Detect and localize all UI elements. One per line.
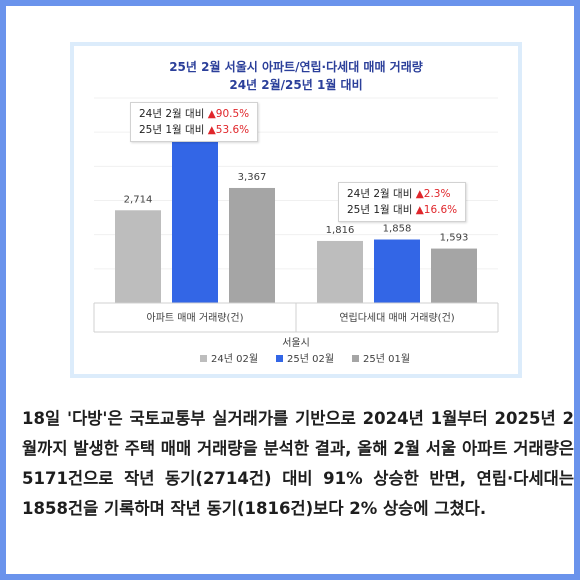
bar <box>374 239 420 303</box>
chart-title-line-2: 24년 2월/25년 1월 대비 <box>229 78 363 92</box>
annotation-change: ▲16.6% <box>415 204 458 216</box>
legend-swatch <box>276 355 283 362</box>
legend-swatch <box>200 355 207 362</box>
chart-area: 25년 2월 서울시 아파트/연립·다세대 매매 거래량 24년 2월/25년 … <box>74 46 518 374</box>
annotation-text: 24년 2월 대비 <box>347 188 416 200</box>
bar <box>229 187 275 303</box>
category-label: 연립다세대 매매 거래량(건) <box>339 311 454 324</box>
data-label: 1,858 <box>383 224 412 235</box>
annotation-line: 24년 2월 대비 ▲2.3% <box>347 186 457 202</box>
annotation-text: 25년 1월 대비 <box>139 124 208 136</box>
data-label: 1,816 <box>326 225 355 236</box>
legend-label: 25년 01월 <box>363 353 410 365</box>
chart-panel: 25년 2월 서울시 아파트/연립·다세대 매매 거래량 24년 2월/25년 … <box>70 42 522 378</box>
bar <box>172 126 218 304</box>
annotation-line: 25년 1월 대비 ▲16.6% <box>347 202 457 218</box>
bar <box>317 240 363 303</box>
annotation-line: 24년 2월 대비 ▲90.5% <box>139 106 249 122</box>
category-label: 아파트 매매 거래량(건) <box>147 312 244 324</box>
annotation-change: ▲2.3% <box>415 188 451 200</box>
chart-title-line-1: 25년 2월 서울시 아파트/연립·다세대 매매 거래량 <box>169 60 423 74</box>
data-label: 2,714 <box>124 194 153 205</box>
annotation-box-apartment: 24년 2월 대비 ▲90.5% 25년 1월 대비 ▲53.6% <box>130 102 259 142</box>
bar <box>431 248 477 303</box>
annotation-change: ▲53.6% <box>207 124 250 136</box>
legend-swatch <box>352 355 359 362</box>
x-axis-title: 서울시 <box>282 337 310 349</box>
annotation-box-villa: 24년 2월 대비 ▲2.3% 25년 1월 대비 ▲16.6% <box>338 182 467 222</box>
annotation-text: 24년 2월 대비 <box>139 108 208 120</box>
bar <box>115 210 161 303</box>
data-label: 3,367 <box>238 172 267 183</box>
legend-label: 25년 02월 <box>287 353 334 365</box>
article-caption: 18일 '다방'은 국토교통부 실거래가를 기반으로 2024년 1월부터 20… <box>22 409 574 518</box>
annotation-line: 25년 1월 대비 ▲53.6% <box>139 122 249 138</box>
annotation-text: 25년 1월 대비 <box>347 204 416 216</box>
data-label: 1,593 <box>440 233 469 244</box>
legend-label: 24년 02월 <box>211 353 258 365</box>
annotation-change: ▲90.5% <box>207 108 250 120</box>
